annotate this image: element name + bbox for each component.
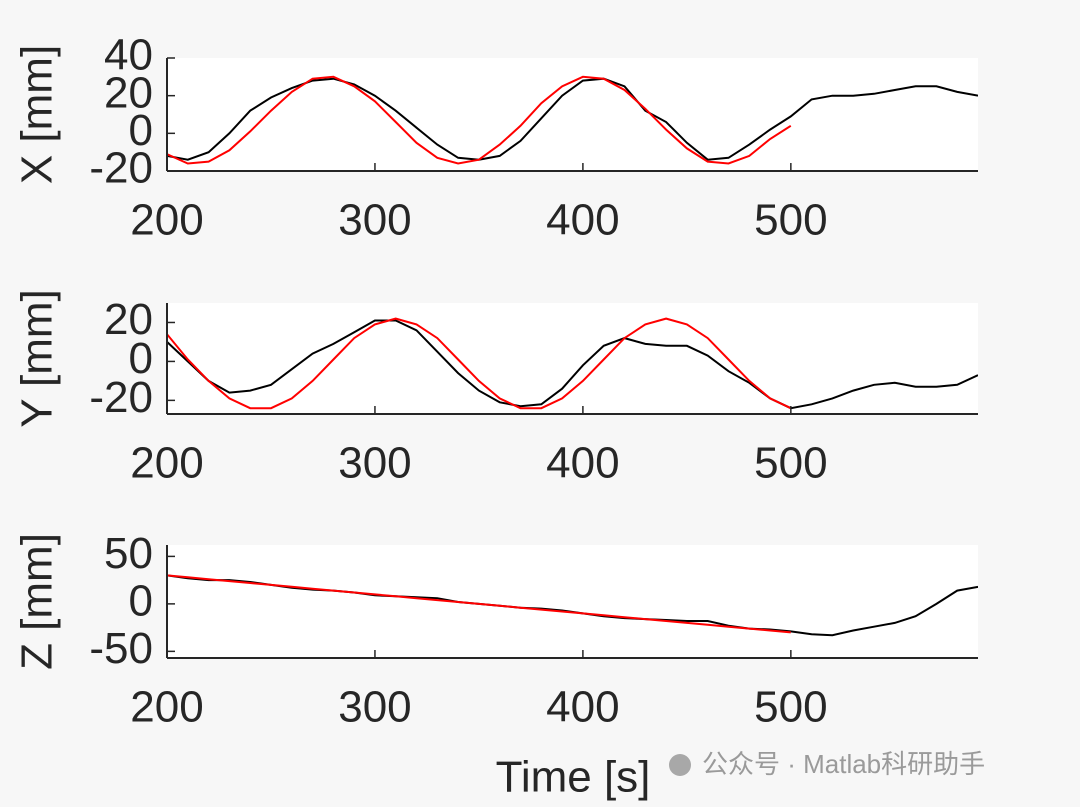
data-line	[167, 317, 792, 410]
x-tick-label: 500	[754, 683, 827, 732]
y-tick-label: -20	[89, 373, 153, 422]
y-tick-label: 0	[129, 576, 153, 625]
x-tick-label: 400	[546, 683, 619, 732]
y-tick-label: 50	[104, 529, 153, 578]
y-tick-label: 20	[104, 295, 153, 344]
data-line	[167, 319, 978, 410]
y-tick-label: 0	[129, 106, 153, 155]
plot-area	[167, 545, 978, 658]
y-tick-label: 0	[129, 334, 153, 383]
y-tick-label: 20	[104, 68, 153, 117]
data-line	[167, 75, 792, 165]
y-axis-label: X [mm]	[13, 45, 62, 184]
y-axis-label: Z [mm]	[13, 533, 62, 670]
y-tick-label: -20	[89, 144, 153, 193]
x-tick-label: 400	[546, 439, 619, 488]
x-tick-label: 400	[546, 196, 619, 245]
y-axis-label: Y [mm]	[13, 289, 62, 428]
x-tick-label: 300	[338, 683, 411, 732]
plot-area	[167, 303, 978, 414]
plot-area	[167, 58, 978, 171]
x-tick-label: 300	[338, 196, 411, 245]
x-tick-label: 500	[754, 439, 827, 488]
x-tick-label: 200	[130, 439, 203, 488]
x-tick-label: 500	[754, 196, 827, 245]
watermark-icon	[669, 754, 691, 776]
data-line	[167, 574, 791, 634]
x-tick-label: 200	[130, 196, 203, 245]
y-tick-label: -50	[89, 624, 153, 673]
x-axis-label: Time [s]	[496, 753, 651, 802]
x-tick-label: 300	[338, 439, 411, 488]
x-tick-label: 200	[130, 683, 203, 732]
watermark: 公众号 · Matlab科研助手	[702, 749, 985, 779]
y-tick-label: 40	[104, 31, 153, 80]
